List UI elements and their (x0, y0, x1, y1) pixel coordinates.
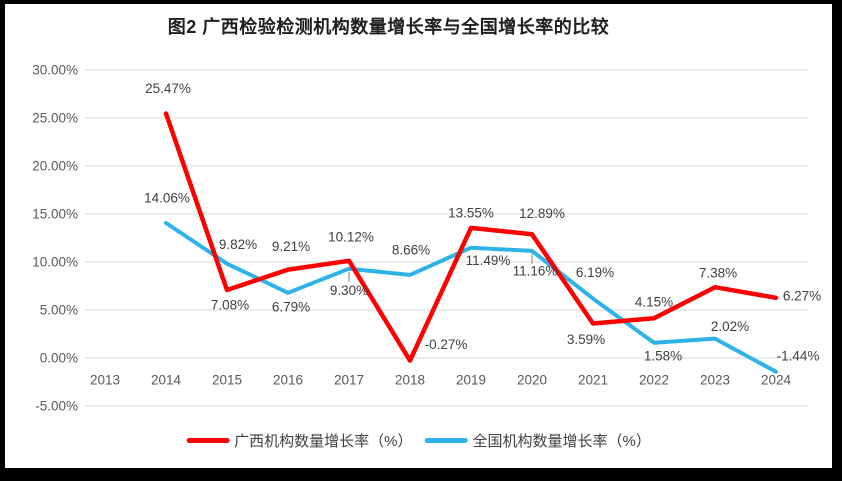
data-label: 6.19% (576, 265, 614, 280)
x-axis-tick-label: 2014 (151, 373, 182, 388)
legend-label-national: 全国机构数量增长率（%） (472, 433, 651, 450)
growth-rate-line-chart: 30.00% 25.00% 20.00% 15.00% 10.00% 5.00% 0.00%… (32, 63, 821, 414)
x-axis-tick-label: 2019 (456, 373, 486, 388)
data-label: 2.02% (711, 319, 749, 334)
y-axis-tick-label: 25.00% (32, 111, 78, 126)
data-label: 10.12% (328, 229, 374, 244)
national-series-swatch (424, 438, 468, 443)
legend-item-guangxi: 广西机构数量增长率（%） (186, 430, 413, 451)
data-label: 4.15% (635, 295, 673, 310)
x-axis-tick-label: 2020 (517, 373, 547, 388)
chart-frame: 图2 广西检验检测机构数量增长率与全国增长率的比较 30.00% 25.00% 20… (5, 4, 832, 468)
y-axis-tick-label: 0.00% (40, 351, 78, 366)
x-axis-tick-label: 2015 (212, 373, 242, 388)
data-label: 7.08% (211, 298, 249, 313)
data-label: 9.82% (219, 237, 257, 252)
data-label: -0.27% (425, 337, 468, 352)
guangxi-growth-line (163, 111, 779, 363)
x-axis-tick-label: 2023 (700, 373, 730, 388)
x-axis-tick-label: 2022 (639, 373, 669, 388)
legend-item-national: 全国机构数量增长率（%） (424, 430, 651, 451)
data-label: -1.44% (777, 348, 820, 363)
data-label: 7.38% (699, 266, 737, 281)
data-label: 25.47% (145, 81, 191, 96)
data-label: 8.66% (392, 242, 430, 257)
data-label: 9.21% (272, 239, 310, 254)
y-axis-tick-label: 10.00% (32, 255, 78, 270)
chart-legend: 广西机构数量增长率（%） 全国机构数量增长率（%） (186, 430, 651, 451)
legend-label-guangxi: 广西机构数量增长率（%） (234, 433, 413, 450)
x-axis-tick-label: 2018 (395, 373, 425, 388)
y-axis-tick-label: 5.00% (40, 303, 78, 318)
y-axis-tick-label: -5.00% (35, 399, 78, 414)
x-axis-tick-label: 2017 (334, 373, 364, 388)
y-axis-tick-label: 20.00% (32, 159, 78, 174)
data-label: 11.49% (466, 253, 511, 268)
y-axis-tick-label: 30.00% (32, 63, 78, 78)
national-growth-line (164, 221, 778, 374)
guangxi-series-swatch (186, 438, 230, 443)
data-label: 11.16% (513, 263, 558, 278)
y-axis-tick-label: 15.00% (32, 207, 78, 222)
data-label: 13.55% (448, 205, 494, 220)
data-label: 6.79% (272, 299, 310, 314)
x-axis-tick-label: 2024 (761, 373, 792, 388)
data-label: 12.89% (519, 206, 565, 221)
data-label: 14.06% (144, 191, 190, 206)
x-axis-tick-label: 2021 (578, 373, 608, 388)
chart-title: 图2 广西检验检测机构数量增长率与全国增长率的比较 (167, 17, 610, 37)
x-axis-tick-label: 2016 (273, 373, 303, 388)
data-label: 9.30% (330, 283, 368, 298)
x-axis-tick-label: 2013 (90, 373, 120, 388)
data-label: 6.27% (783, 288, 821, 303)
data-label: 1.58% (644, 348, 682, 363)
data-label: 3.59% (567, 332, 605, 347)
